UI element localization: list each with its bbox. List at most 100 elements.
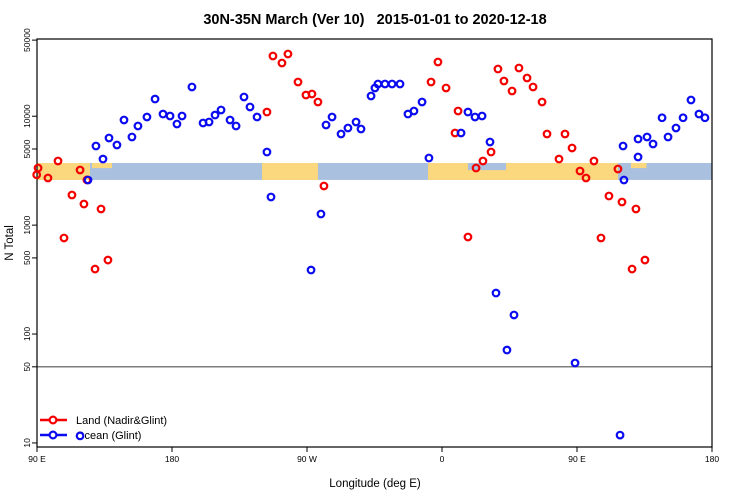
data-point-ocean [225,115,235,125]
data-point-land [499,76,509,86]
data-point-land [560,129,570,139]
data-point-ocean [671,123,681,133]
data-point-land [640,255,650,265]
data-points [32,49,710,441]
legend: Land (Nadir&Glint) Ocean (Glint) [40,415,167,442]
y-tick-label: 5000 [22,139,32,158]
data-point-ocean [356,124,366,134]
plot-frame [36,38,713,448]
data-point-ocean [366,91,376,101]
chart-title: 30N-35N March (Ver 10) 2015-01-01 to 202… [203,12,546,28]
data-point-ocean [336,129,346,139]
data-point-ocean [306,265,316,275]
y-tick-label: 10 [22,438,32,448]
data-point-land [522,73,532,83]
data-point-ocean [694,109,704,119]
data-point-ocean [387,79,397,89]
data-point-ocean [380,79,390,89]
data-point-land [514,63,524,73]
data-point-land [75,165,85,175]
legend-marker-land [48,415,58,425]
land-ocean-bands [37,162,712,180]
data-point-ocean [373,79,383,89]
data-point-land [426,77,436,87]
data-point-ocean [252,112,262,122]
data-point-ocean [463,107,473,117]
x-axis-label: Longitude (deg E) [329,478,421,490]
data-point-ocean [470,112,480,122]
data-point-ocean [158,109,168,119]
data-point-ocean [700,113,710,123]
data-point-land [96,204,106,214]
data-point-land [307,89,317,99]
data-point-ocean [98,154,108,164]
data-point-ocean [119,115,129,125]
data-point-land [478,156,488,166]
data-point-ocean [262,147,272,157]
data-point-ocean [112,140,122,150]
data-point-ocean [477,111,487,121]
legend-marker-ocean [48,430,58,440]
data-point-ocean [165,111,175,121]
data-point-land [441,83,451,93]
data-point-land [537,97,547,107]
y-tick-label: 500 [22,251,32,265]
data-point-ocean [502,345,512,355]
data-point-land [542,129,552,139]
data-point-land [631,204,641,214]
data-point-land [627,264,637,274]
data-point-ocean [142,112,152,122]
data-point-ocean [127,132,137,142]
data-point-ocean [619,175,629,185]
x-tick-label: 90 E [28,454,46,464]
data-point-ocean [456,128,466,138]
data-point-ocean [618,141,628,151]
data-point-ocean [177,111,187,121]
data-point-land [33,163,43,173]
y-tick-label: 100 [22,327,32,341]
data-point-ocean [231,121,241,131]
data-point-land [319,181,329,191]
data-point-land [293,77,303,87]
data-point-ocean [104,133,114,143]
legend-label-land: Land (Nadir&Glint) [76,415,167,427]
data-point-land [453,106,463,116]
data-point-land [283,49,293,59]
data-point-ocean [678,113,688,123]
data-point-land [433,57,443,67]
data-point-land [617,197,627,207]
x-tick-label: 90 W [297,454,317,464]
ocean-band-notch [467,162,507,171]
data-point-ocean [686,95,696,105]
data-point-land [53,156,63,166]
data-point-ocean [75,431,85,441]
data-point-land [589,156,599,166]
data-point-ocean [172,119,182,129]
data-point-ocean [327,112,337,122]
data-point-ocean [83,175,93,185]
data-point-ocean [239,92,249,102]
data-point-ocean [509,310,519,320]
data-point-ocean [266,192,276,202]
data-point-ocean [150,94,160,104]
data-point-land [613,164,623,174]
data-point-ocean [316,209,326,219]
data-point-land [471,163,481,173]
data-point-land [463,232,473,242]
data-point-ocean [343,123,353,133]
data-point-land [567,143,577,153]
y-tick-label: 50000 [22,28,32,52]
x-tick-label: 0 [440,454,445,464]
data-point-ocean [351,117,361,127]
data-point-ocean [417,97,427,107]
data-point-ocean [485,137,495,147]
data-point-ocean [395,79,405,89]
legend-label-ocean: Ocean (Glint) [76,430,141,442]
land-band-sliver [92,162,112,169]
data-point-ocean [187,82,197,92]
data-point-ocean [648,139,658,149]
data-point-ocean [615,430,625,440]
data-point-land [493,64,503,74]
